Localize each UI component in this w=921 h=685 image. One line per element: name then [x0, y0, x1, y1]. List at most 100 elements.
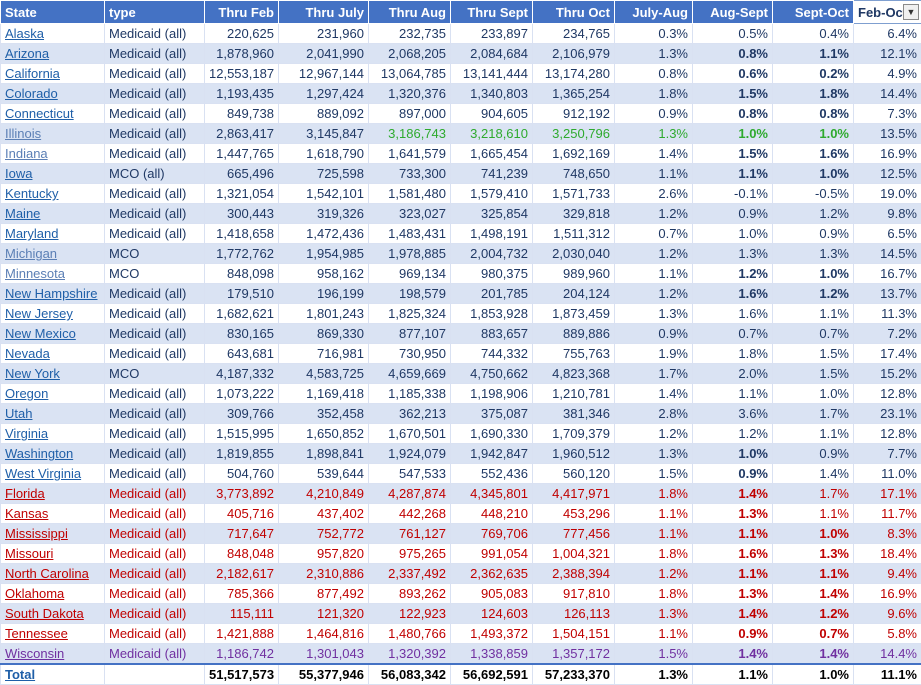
cell-thru-july[interactable]: 1,464,816 [278, 623, 369, 644]
cell-thru-aug[interactable]: 1,581,480 [368, 183, 451, 204]
cell-sept-oct[interactable]: 0.9% [772, 223, 854, 244]
cell-thru-oct[interactable]: 329,818 [532, 203, 615, 224]
cell-feb-oct[interactable]: 7.3% [853, 103, 921, 124]
cell-state[interactable]: New Jersey [0, 303, 105, 324]
cell-sept-oct[interactable]: 1.0% [772, 263, 854, 284]
cell-thru-july[interactable]: 957,820 [278, 543, 369, 564]
cell-feb-oct[interactable]: 9.4% [853, 563, 921, 584]
cell-sept-oct[interactable]: -0.5% [772, 183, 854, 204]
cell-state[interactable]: Illinois [0, 123, 105, 144]
cell-thru-feb[interactable]: 785,366 [204, 583, 279, 604]
cell-type[interactable]: Medicaid (all) [104, 203, 205, 224]
cell-july-aug[interactable]: 1.5% [614, 643, 693, 665]
cell-july-aug[interactable]: 1.4% [614, 143, 693, 164]
cell-sept-oct[interactable]: 1.8% [772, 83, 854, 104]
cell-feb-oct[interactable]: 11.1% [853, 663, 921, 685]
header-thru-sept[interactable]: Thru Sept [450, 0, 533, 24]
cell-sept-oct[interactable]: 1.7% [772, 483, 854, 504]
cell-state[interactable]: New Mexico [0, 323, 105, 344]
cell-july-aug[interactable]: 0.8% [614, 63, 693, 84]
cell-july-aug[interactable]: 1.2% [614, 203, 693, 224]
cell-feb-oct[interactable]: 7.7% [853, 443, 921, 464]
cell-thru-july[interactable]: 55,377,946 [278, 663, 369, 685]
cell-thru-oct[interactable]: 889,886 [532, 323, 615, 344]
cell-sept-oct[interactable]: 1.2% [772, 283, 854, 304]
cell-thru-aug[interactable]: 897,000 [368, 103, 451, 124]
cell-feb-oct[interactable]: 8.3% [853, 523, 921, 544]
cell-state[interactable]: Tennessee [0, 623, 105, 644]
cell-state[interactable]: Utah [0, 403, 105, 424]
cell-july-aug[interactable]: 1.2% [614, 283, 693, 304]
cell-thru-july[interactable]: 3,145,847 [278, 123, 369, 144]
cell-type[interactable]: MCO (all) [104, 163, 205, 184]
cell-thru-feb[interactable]: 12,553,187 [204, 63, 279, 84]
cell-thru-sept[interactable]: 1,665,454 [450, 143, 533, 164]
cell-state[interactable]: Kentucky [0, 183, 105, 204]
cell-thru-sept[interactable]: 1,198,906 [450, 383, 533, 404]
cell-thru-oct[interactable]: 1,692,169 [532, 143, 615, 164]
cell-sept-oct[interactable]: 1.4% [772, 643, 854, 665]
cell-state[interactable]: Maine [0, 203, 105, 224]
cell-sept-oct[interactable]: 1.3% [772, 243, 854, 264]
cell-thru-oct[interactable]: 4,417,971 [532, 483, 615, 504]
cell-thru-sept[interactable]: 1,942,847 [450, 443, 533, 464]
cell-thru-aug[interactable]: 122,923 [368, 603, 451, 624]
cell-thru-aug[interactable]: 547,533 [368, 463, 451, 484]
cell-aug-sept[interactable]: 1.1% [692, 663, 773, 685]
cell-thru-aug[interactable]: 1,185,338 [368, 383, 451, 404]
cell-aug-sept[interactable]: 1.5% [692, 143, 773, 164]
cell-feb-oct[interactable]: 11.0% [853, 463, 921, 484]
cell-july-aug[interactable]: 0.9% [614, 323, 693, 344]
cell-feb-oct[interactable]: 6.5% [853, 223, 921, 244]
cell-thru-oct[interactable]: 1,365,254 [532, 83, 615, 104]
cell-thru-feb[interactable]: 1,186,742 [204, 643, 279, 665]
cell-july-aug[interactable]: 1.3% [614, 443, 693, 464]
cell-thru-oct[interactable]: 3,250,796 [532, 123, 615, 144]
cell-type[interactable]: Medicaid (all) [104, 463, 205, 484]
cell-type[interactable] [104, 663, 205, 685]
cell-thru-aug[interactable]: 1,641,579 [368, 143, 451, 164]
cell-thru-oct[interactable]: 560,120 [532, 463, 615, 484]
cell-thru-july[interactable]: 2,041,990 [278, 43, 369, 64]
cell-thru-sept[interactable]: 233,897 [450, 23, 533, 44]
cell-thru-sept[interactable]: 2,004,732 [450, 243, 533, 264]
cell-feb-oct[interactable]: 14.5% [853, 243, 921, 264]
header-sept-oct[interactable]: Sept-Oct [772, 0, 854, 24]
cell-sept-oct[interactable]: 1.1% [772, 303, 854, 324]
cell-thru-aug[interactable]: 893,262 [368, 583, 451, 604]
cell-feb-oct[interactable]: 9.6% [853, 603, 921, 624]
cell-sept-oct[interactable]: 1.2% [772, 603, 854, 624]
cell-state[interactable]: Total [0, 663, 105, 685]
cell-thru-feb[interactable]: 665,496 [204, 163, 279, 184]
cell-thru-sept[interactable]: 769,706 [450, 523, 533, 544]
cell-state[interactable]: Mississippi [0, 523, 105, 544]
cell-july-aug[interactable]: 1.2% [614, 563, 693, 584]
cell-thru-aug[interactable]: 2,068,205 [368, 43, 451, 64]
cell-sept-oct[interactable]: 0.7% [772, 323, 854, 344]
cell-thru-sept[interactable]: 1,690,330 [450, 423, 533, 444]
cell-aug-sept[interactable]: 1.6% [692, 303, 773, 324]
header-july-aug[interactable]: July-Aug [614, 0, 693, 24]
cell-thru-sept[interactable]: 325,854 [450, 203, 533, 224]
cell-thru-sept[interactable]: 883,657 [450, 323, 533, 344]
cell-thru-feb[interactable]: 1,819,855 [204, 443, 279, 464]
cell-state[interactable]: New York [0, 363, 105, 384]
cell-july-aug[interactable]: 1.8% [614, 83, 693, 104]
cell-state[interactable]: Connecticut [0, 103, 105, 124]
cell-thru-july[interactable]: 1,801,243 [278, 303, 369, 324]
cell-thru-aug[interactable]: 1,483,431 [368, 223, 451, 244]
cell-sept-oct[interactable]: 1.2% [772, 203, 854, 224]
cell-thru-oct[interactable]: 234,765 [532, 23, 615, 44]
cell-thru-oct[interactable]: 748,650 [532, 163, 615, 184]
cell-thru-aug[interactable]: 4,287,874 [368, 483, 451, 504]
cell-type[interactable]: Medicaid (all) [104, 183, 205, 204]
cell-aug-sept[interactable]: 1.3% [692, 243, 773, 264]
cell-aug-sept[interactable]: 1.6% [692, 543, 773, 564]
header-thru-oct[interactable]: Thru Oct [532, 0, 615, 24]
cell-sept-oct[interactable]: 1.3% [772, 543, 854, 564]
cell-thru-feb[interactable]: 1,421,888 [204, 623, 279, 644]
cell-feb-oct[interactable]: 9.8% [853, 203, 921, 224]
cell-thru-feb[interactable]: 830,165 [204, 323, 279, 344]
cell-aug-sept[interactable]: 0.7% [692, 323, 773, 344]
cell-thru-oct[interactable]: 126,113 [532, 603, 615, 624]
